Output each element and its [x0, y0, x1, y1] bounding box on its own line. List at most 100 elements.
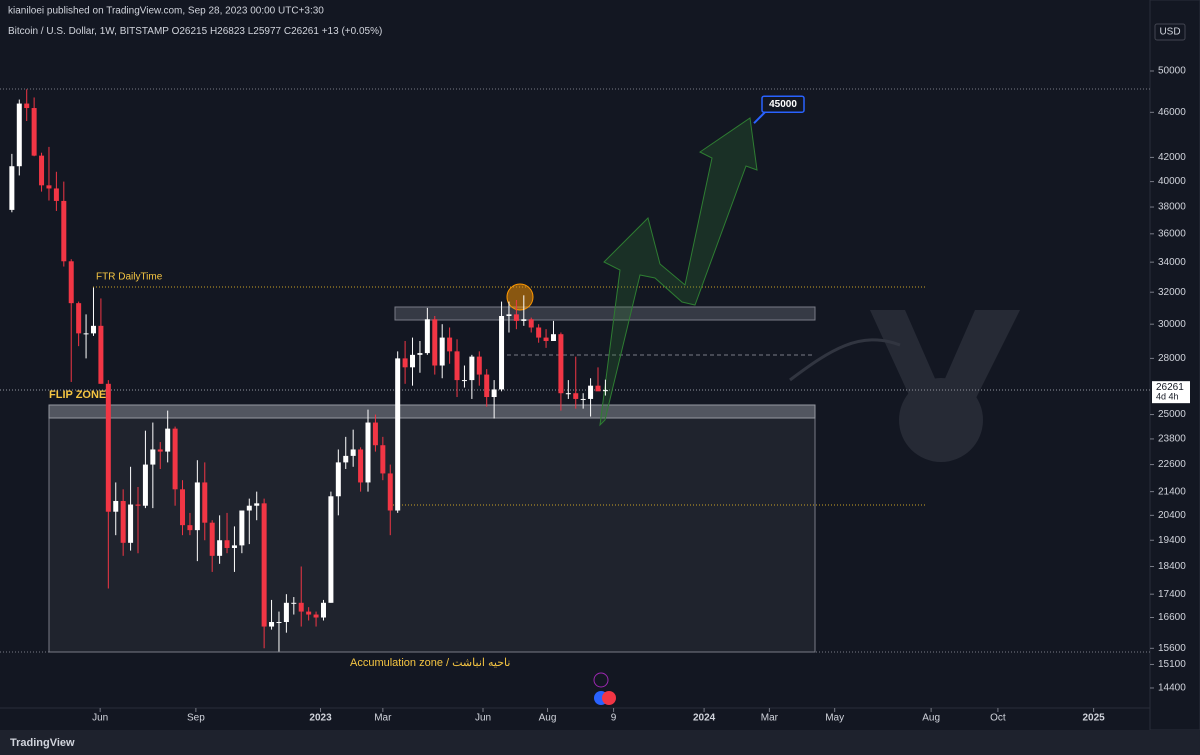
candle-body — [68, 261, 74, 304]
y-tick-label: 22600 — [1158, 459, 1186, 470]
candle-body — [491, 389, 497, 398]
candle-body — [31, 108, 37, 156]
x-tick-label: 2023 — [309, 713, 332, 724]
candle-body — [246, 505, 252, 511]
candle-body — [105, 383, 111, 512]
candle-body — [231, 545, 237, 548]
y-tick-label: 32000 — [1158, 287, 1186, 298]
price-label: 26261 — [1156, 382, 1184, 393]
target-box — [761, 95, 805, 113]
highlight-circle — [506, 283, 534, 311]
candle-body — [320, 602, 326, 618]
candle-body — [558, 334, 564, 394]
candle-body — [283, 602, 289, 623]
candle-body — [335, 462, 341, 497]
ohlc: O26215 H26823 L25977 C26261 +13 (+0.05%) — [172, 26, 383, 37]
x-tick-label: Aug — [922, 713, 940, 724]
candle-body — [239, 510, 245, 546]
x-tick-label: 2025 — [1082, 713, 1105, 724]
y-tick-label: 15100 — [1158, 659, 1186, 670]
symbol-title: Bitcoin / U.S. Dollar, 1W, BITSTAMP O262… — [8, 26, 382, 37]
y-tick-label: 50000 — [1158, 66, 1186, 77]
x-tick-label: Sep — [187, 713, 205, 724]
candle-body — [291, 602, 297, 604]
candle-body — [150, 449, 156, 465]
x-tick-label: Mar — [761, 713, 779, 724]
candle-body — [172, 428, 178, 490]
candle-body — [588, 385, 594, 399]
candle-body — [580, 398, 586, 400]
currency: USD — [1159, 27, 1180, 38]
y-tick-label: 17400 — [1158, 589, 1186, 600]
y-tick-label: 42000 — [1158, 152, 1186, 163]
y-tick-label: 18400 — [1158, 561, 1186, 572]
candle-body — [24, 103, 30, 109]
candle-body — [276, 622, 282, 624]
candle-body — [550, 334, 556, 341]
y-tick-label: 36000 — [1158, 228, 1186, 239]
candle-body — [424, 319, 430, 354]
candle-body — [454, 351, 460, 381]
y-tick-label: 40000 — [1158, 176, 1186, 187]
currency-box[interactable] — [1154, 23, 1186, 41]
candle-body — [528, 319, 534, 328]
x-tick-label: May — [825, 713, 844, 724]
candle-body — [358, 449, 364, 483]
candle-body — [39, 155, 45, 186]
publisher: kianiloei published on TradingView.com, … — [8, 6, 324, 17]
flip-label: FLIP ZONE — [49, 389, 106, 401]
candle-body — [447, 337, 453, 352]
candle-body — [476, 356, 482, 375]
candle-body — [187, 525, 193, 531]
candle-body — [350, 449, 356, 456]
y-tick-label: 34000 — [1158, 257, 1186, 268]
y-tick-label: 14400 — [1158, 683, 1186, 694]
plot: 50000 46000 42000 40000 38000 36000 34000 32000… — [9, 66, 1190, 724]
candle-body — [98, 325, 104, 384]
event-icon[interactable] — [602, 691, 616, 705]
footer — [0, 730, 1200, 755]
x-tick-label: 9 — [611, 713, 617, 724]
y-tick-label: 19400 — [1158, 535, 1186, 546]
candle-body — [602, 390, 608, 392]
candle-body — [165, 428, 171, 452]
candle-body — [565, 393, 571, 395]
candle-body — [217, 540, 223, 556]
accumulation-zone — [48, 417, 816, 653]
candle-body — [513, 314, 519, 321]
candle-body — [439, 337, 445, 366]
y-tick-label: 20400 — [1158, 510, 1186, 521]
countdown: 4d 4h — [1156, 392, 1179, 402]
candle-body — [395, 358, 401, 511]
candle-body — [194, 482, 200, 531]
flip-zone — [48, 404, 816, 419]
candle-body — [595, 385, 601, 392]
accumulation-label: Accumulation zone / ناحیه انباشت — [350, 657, 510, 669]
candle-body — [417, 353, 423, 355]
y-tick-label: 46000 — [1158, 107, 1186, 118]
y-tick-label: 15600 — [1158, 643, 1186, 654]
y-tick-label: 28000 — [1158, 353, 1186, 364]
candle-body — [499, 315, 505, 390]
x-tick-label: Jun — [475, 713, 491, 724]
title: Bitcoin / U.S. Dollar, 1W, BITSTAMP — [8, 26, 169, 37]
event-icon[interactable] — [593, 672, 609, 688]
candle-body — [76, 303, 82, 334]
candle-body — [469, 356, 475, 381]
candle-body — [83, 333, 89, 335]
candle-body — [90, 325, 96, 334]
candle-body — [16, 103, 22, 167]
price-label-box — [1152, 381, 1190, 404]
candle-body — [543, 337, 549, 341]
candle-body — [365, 422, 371, 483]
y-tick-label: 30000 — [1158, 319, 1186, 330]
y-tick-label: 16600 — [1158, 612, 1186, 623]
price-axis-panel — [1149, 0, 1200, 731]
candle-body — [328, 496, 334, 603]
candle-body — [506, 314, 512, 316]
candle-body — [372, 422, 378, 446]
candle-body — [269, 622, 275, 627]
candle-body — [224, 540, 230, 548]
candle-body — [254, 503, 260, 506]
